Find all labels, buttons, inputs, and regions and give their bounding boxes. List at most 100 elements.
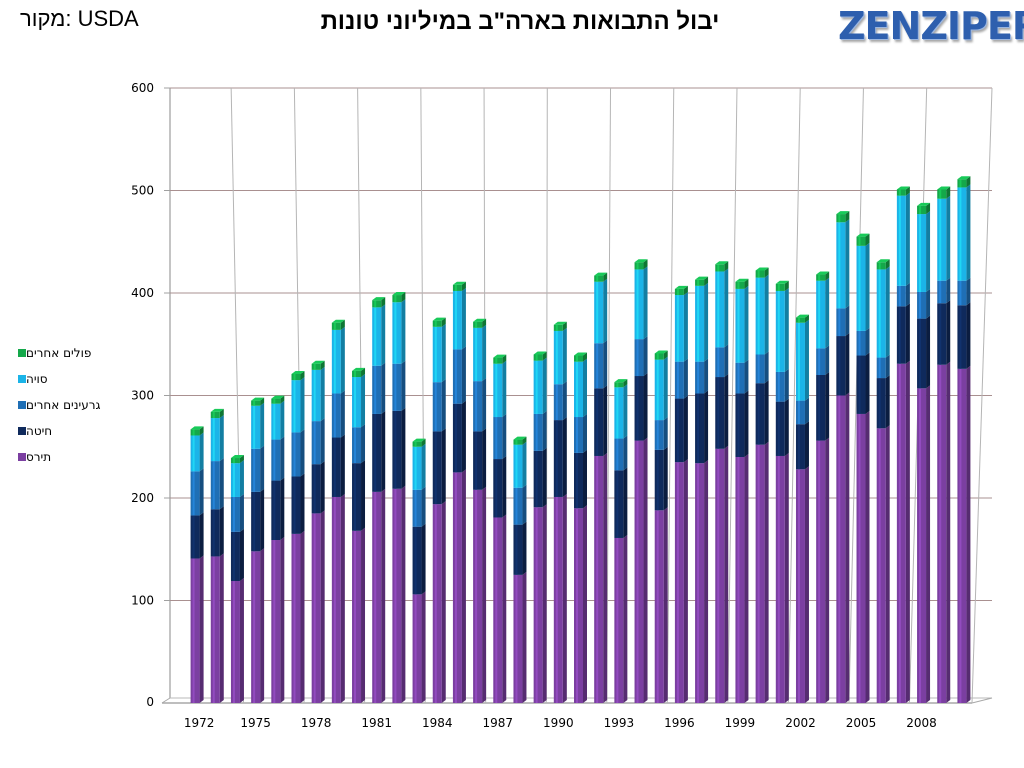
bar-segment [634, 262, 644, 270]
bar-segment-highlight [212, 556, 215, 703]
bar-top [836, 211, 850, 215]
bar-segment-highlight [596, 281, 599, 344]
x-gridline [606, 87, 612, 704]
bar-top [695, 276, 709, 280]
bar-segment-side [441, 317, 446, 327]
bar-segment [352, 530, 362, 703]
bar-segment-side [825, 277, 830, 349]
bar-segment-highlight [535, 507, 538, 703]
bar-segment [372, 413, 382, 492]
bar-segment [493, 417, 503, 460]
bar-top [230, 455, 244, 459]
bar-segment-side [280, 395, 285, 404]
bar-segment [755, 444, 765, 703]
bar-segment [654, 449, 664, 511]
bar-segment-side [300, 429, 305, 477]
bar-segment [795, 317, 805, 323]
bar-segment-side [744, 278, 749, 289]
bar-segment-highlight [535, 450, 538, 508]
bar-segment-side [643, 336, 648, 377]
bar-segment [836, 214, 846, 223]
bar-segment-highlight [414, 446, 417, 490]
bar-segment [755, 354, 765, 384]
bar-segment-side [623, 534, 628, 703]
bar-segment-side [300, 473, 305, 534]
bar-segment [917, 205, 927, 215]
bar-segment [957, 179, 967, 188]
bar-top [574, 352, 587, 356]
bar-segment-side [845, 219, 850, 309]
bar-segment-highlight [535, 413, 538, 451]
bar-top [210, 408, 224, 412]
legend-swatch [18, 401, 26, 409]
bar-segment [331, 393, 341, 438]
bar-segment [432, 504, 442, 703]
bar-segment [917, 291, 927, 319]
bar-segment-side [542, 357, 547, 414]
bar-segment-highlight [697, 393, 700, 464]
bar-segment-highlight [232, 581, 235, 703]
bar-segment-side [905, 303, 910, 364]
bar-segment [331, 496, 341, 703]
bar-top [311, 360, 325, 364]
bar-segment-highlight [878, 269, 881, 358]
x-tick-label: 1981 [361, 716, 392, 730]
bar-segment [432, 320, 442, 327]
bar-segment [432, 431, 442, 505]
bar-segment-side [784, 398, 789, 456]
bar-segment-side [320, 360, 325, 370]
bar-segment-side [926, 315, 931, 389]
bar-segment-side [219, 506, 224, 557]
bar-segment-highlight [313, 363, 316, 370]
bar-segment-highlight [374, 307, 377, 366]
bar-segment-side [361, 460, 366, 531]
bar-segment [513, 524, 523, 575]
bar-segment [735, 281, 745, 289]
source-label: מקור: USDA [20, 6, 139, 31]
bar-segment [574, 508, 583, 703]
bar-segment [251, 405, 261, 449]
bar-segment [876, 269, 886, 358]
bar-segment [493, 363, 503, 418]
bar-segment-highlight [919, 214, 922, 292]
bar-segment-side [825, 372, 830, 441]
bar-segment-highlight [656, 353, 659, 360]
bar-segment [957, 187, 967, 281]
bar-segment [594, 388, 604, 456]
y-tick-label: 300 [131, 389, 154, 403]
bar-segment-side [421, 438, 426, 447]
bar-top [493, 354, 507, 358]
bar-segment [674, 288, 684, 296]
bar-segment-side [361, 367, 366, 378]
bar-segment-highlight [576, 355, 578, 362]
bar-segment [190, 515, 200, 559]
bar-segment [331, 437, 341, 497]
bar-segment-side [239, 578, 244, 703]
bar-segment-side [744, 359, 749, 394]
bar-segment-highlight [394, 302, 397, 364]
bar-segment-highlight [495, 417, 498, 460]
bar-segment [937, 364, 947, 703]
bar-segment [553, 496, 563, 703]
x-gridline [848, 87, 864, 704]
bar-segment-side [421, 523, 426, 595]
bar-top [271, 395, 285, 399]
bar-segment [594, 455, 604, 703]
bar-segment-side [825, 437, 830, 703]
bar-segment [674, 462, 684, 703]
bar-segment-side [865, 242, 870, 331]
bar-segment-side [946, 277, 951, 304]
bar-segment [331, 329, 341, 394]
bar-segment-side [562, 321, 567, 331]
legend-label: סויה [26, 372, 48, 386]
bar-segment [553, 324, 563, 331]
bar-segment-highlight [757, 444, 760, 703]
bar-segment-side [683, 459, 688, 703]
bar-segment-side [804, 421, 809, 470]
bar-segment-highlight [697, 463, 700, 703]
bar-segment-side [764, 351, 769, 384]
bar-segment-highlight [858, 245, 861, 331]
bar-segment [856, 330, 866, 356]
bar-top [674, 285, 688, 289]
bar-segment [190, 558, 200, 703]
